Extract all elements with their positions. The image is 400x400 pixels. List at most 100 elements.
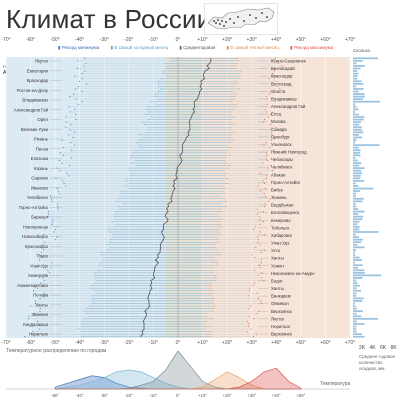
city-label[interactable]: Тюмень xyxy=(271,195,287,200)
city-label[interactable]: Краснодар xyxy=(27,78,49,83)
population-bar xyxy=(353,271,365,274)
tab-8k[interactable]: 8K xyxy=(390,345,397,351)
tab-4k[interactable]: 4K xyxy=(369,345,376,351)
city-label[interactable]: Ухта xyxy=(271,248,281,253)
city-label[interactable]: Орёл xyxy=(37,117,48,122)
city-label[interactable]: Иваново xyxy=(31,185,49,190)
city-label[interactable]: Усинкт xyxy=(271,263,284,268)
coldest-month-point xyxy=(135,159,137,162)
record-max-point xyxy=(279,88,281,90)
city-label[interactable]: Челябинск xyxy=(271,165,292,170)
city-label[interactable]: Самара xyxy=(271,127,287,132)
city-label[interactable]: Ханты xyxy=(271,256,284,261)
city-label[interactable]: Нижний Новгород xyxy=(271,150,307,155)
tab-2k[interactable]: 2K xyxy=(359,345,366,351)
city-label[interactable]: Челябинск xyxy=(27,195,48,200)
city-label[interactable]: Евпатория xyxy=(27,68,49,73)
city-label[interactable]: Верхоянск xyxy=(271,332,292,337)
city-label[interactable]: Тобольск xyxy=(271,225,289,230)
record-max-point xyxy=(255,333,257,335)
city-label[interactable]: Нижневартовск xyxy=(17,283,48,288)
record-max-point xyxy=(255,246,257,248)
city-label[interactable]: Новокузнецк xyxy=(23,224,48,229)
record-min-point xyxy=(51,221,53,223)
city-label[interactable]: Ханты xyxy=(271,286,284,291)
city-label[interactable]: Ванкарем xyxy=(271,294,291,299)
population-bar xyxy=(353,172,363,175)
record-max-point xyxy=(265,157,267,159)
city-label[interactable]: Бодог xyxy=(271,278,283,283)
coldest-month-point xyxy=(147,111,149,113)
warmest-month-point xyxy=(230,129,232,131)
warmest-month-point xyxy=(211,295,213,297)
city-label[interactable]: Якутск xyxy=(35,59,48,64)
russia-minimap[interactable] xyxy=(204,3,278,35)
city-label[interactable]: Александров Гай xyxy=(271,104,306,109)
city-label[interactable]: Николаевск-на-Амуре xyxy=(271,271,315,276)
city-label[interactable]: Печора xyxy=(33,293,48,298)
warmest-month-point xyxy=(219,251,221,253)
record-min-point xyxy=(34,313,36,315)
city-label[interactable]: Рязань xyxy=(34,137,49,142)
city-label[interactable]: Элиста xyxy=(271,89,286,94)
legend: ▮ Рекорд минимума ▮ В самый холодный мес… xyxy=(58,45,343,53)
record-min-point xyxy=(56,167,58,169)
coldest-month-point xyxy=(99,262,101,264)
city-label[interactable]: Москва xyxy=(271,119,286,124)
city-label[interactable]: Улан-Удэ xyxy=(271,241,290,246)
city-label[interactable]: Елец xyxy=(271,112,282,117)
city-label[interactable]: Абакан xyxy=(271,172,286,177)
city-label[interactable]: Чебоксары xyxy=(271,157,293,162)
city-label[interactable]: Горно-Алтайск xyxy=(19,205,48,210)
population-bar xyxy=(353,238,363,241)
city-label[interactable]: Ульяновск xyxy=(271,142,292,147)
city-label[interactable]: Пенза xyxy=(36,146,49,151)
city-label[interactable]: Саранск xyxy=(31,176,48,181)
city-label[interactable]: Бахчисарай xyxy=(271,66,295,71)
city-label[interactable]: Горно-Алтайск xyxy=(271,180,300,185)
city-label[interactable]: Улан-Удэ xyxy=(30,263,49,268)
city-label[interactable]: Казань xyxy=(34,166,49,171)
city-label[interactable]: Владикавказ xyxy=(22,98,48,103)
city-label[interactable]: Великие Луки xyxy=(21,127,49,132)
city-label[interactable]: Кандалакша xyxy=(23,322,48,327)
city-label[interactable]: Эвенкия xyxy=(31,312,48,317)
city-label[interactable]: Якутск xyxy=(271,316,284,321)
city-label[interactable]: Бийск xyxy=(271,187,283,192)
city-label[interactable]: Норильск xyxy=(271,324,290,329)
record-max-point xyxy=(269,147,271,149)
city-label[interactable]: Оймякон xyxy=(271,301,289,306)
city-label[interactable]: Благовещенск xyxy=(271,210,300,215)
city-label[interactable]: Владикавказ xyxy=(271,96,297,101)
city-label[interactable]: Волгоград xyxy=(271,81,292,86)
precip-tabs[interactable]: 2K 4K 6K 8K xyxy=(359,345,400,351)
record-max-point xyxy=(265,142,267,144)
city-label[interactable]: Барнаул xyxy=(31,215,48,220)
city-label[interactable]: Краснодар xyxy=(271,74,293,79)
warmest-month-point xyxy=(237,78,239,80)
population-bar xyxy=(353,72,359,75)
coldest-month-point xyxy=(103,267,105,269)
city-label[interactable]: Кемерово xyxy=(271,218,291,223)
city-label[interactable]: Бердбыхан xyxy=(271,203,294,208)
population-bar xyxy=(353,174,361,177)
warmest-month-point xyxy=(211,318,214,320)
tab-6k[interactable]: 6K xyxy=(380,345,387,351)
city-label[interactable]: Новосибирск xyxy=(22,234,48,239)
city-label[interactable]: Александров Гай xyxy=(14,107,49,112)
city-label[interactable]: Оренбург xyxy=(271,134,290,139)
warmest-month-point xyxy=(236,62,238,64)
city-label[interactable]: Южно-Сахалинск xyxy=(271,59,306,64)
coldest-month-point xyxy=(113,216,115,218)
city-label[interactable]: Елатьма xyxy=(31,156,49,161)
city-label[interactable]: Верхоянск xyxy=(271,309,292,314)
city-label[interactable]: Томск xyxy=(36,254,48,259)
city-label[interactable]: Норильск xyxy=(29,332,48,337)
city-label[interactable]: Ханты xyxy=(35,302,48,307)
city-label[interactable]: Хабаровск xyxy=(271,233,292,238)
city-label[interactable]: Кемерово xyxy=(28,273,48,278)
coldest-month-point xyxy=(138,144,140,146)
city-label[interactable]: Ростов-на-Дону xyxy=(17,88,49,93)
city-label[interactable]: Красноярск xyxy=(25,244,48,249)
